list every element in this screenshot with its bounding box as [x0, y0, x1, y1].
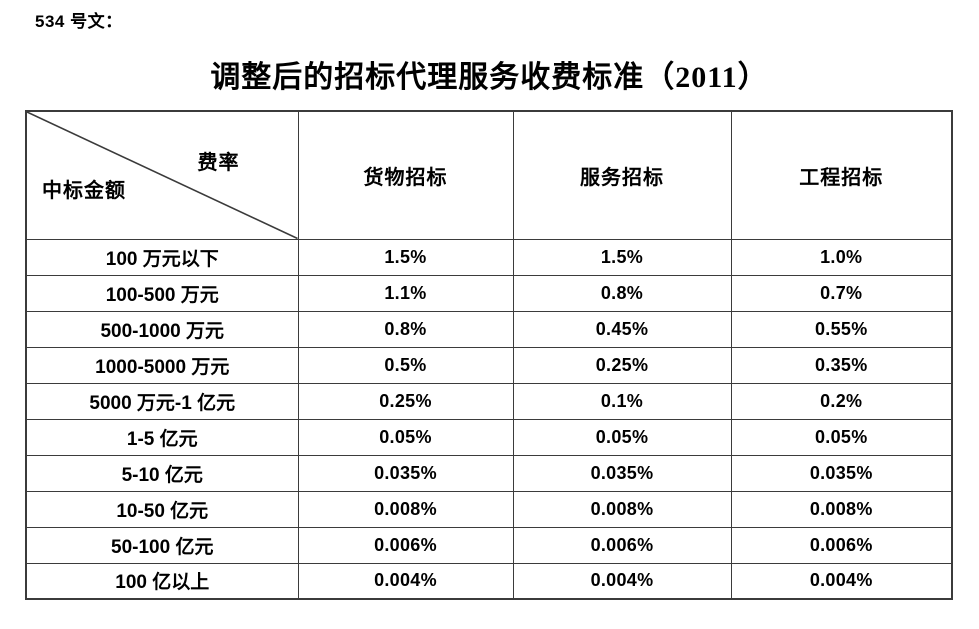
- table-row: 500-1000 万元 0.8% 0.45% 0.55%: [25, 310, 953, 348]
- rate-cell: 0.035%: [512, 454, 732, 492]
- rate-cell: 0.006%: [730, 526, 953, 564]
- amount-range-cell: 1-5 亿元: [25, 418, 299, 456]
- rate-cell: 0.8%: [297, 310, 514, 348]
- fee-table-body: 100 万元以下 1.5% 1.5% 1.0% 100-500 万元 1.1% …: [25, 238, 953, 600]
- corner-label-rate: 费率: [197, 152, 240, 174]
- fee-table: 费率 中标金额 货物招标 服务招标 工程招标 100 万元以下 1.5% 1.5…: [25, 110, 953, 600]
- column-header-service-bidding: 服务招标: [512, 110, 732, 240]
- table-row: 1000-5000 万元 0.5% 0.25% 0.35%: [25, 346, 953, 384]
- table-row: 1-5 亿元 0.05% 0.05% 0.05%: [25, 418, 953, 456]
- rate-cell: 0.008%: [512, 490, 732, 528]
- fee-table-header: 费率 中标金额 货物招标 服务招标 工程招标: [25, 110, 953, 240]
- rate-cell: 0.004%: [730, 562, 953, 600]
- amount-range-cell: 100-500 万元: [25, 274, 299, 312]
- rate-cell: 0.006%: [512, 526, 732, 564]
- page-title: 调整后的招标代理服务收费标准（2011）: [210, 61, 769, 94]
- table-row: 10-50 亿元 0.008% 0.008% 0.008%: [25, 490, 953, 528]
- doc-number-label: 534 号文：: [35, 12, 123, 31]
- rate-cell: 0.035%: [297, 454, 514, 492]
- rate-cell: 0.2%: [730, 382, 953, 420]
- column-header-engineering-bidding: 工程招标: [730, 110, 953, 240]
- rate-cell: 0.05%: [730, 418, 953, 456]
- column-header-goods-bidding: 货物招标: [297, 110, 514, 240]
- rate-cell: 1.5%: [512, 238, 732, 276]
- table-row: 5-10 亿元 0.035% 0.035% 0.035%: [25, 454, 953, 492]
- rate-cell: 0.35%: [730, 346, 953, 384]
- rate-cell: 0.035%: [730, 454, 953, 492]
- amount-range-cell: 5-10 亿元: [25, 454, 299, 492]
- corner-label-bid-amount: 中标金额: [42, 179, 126, 202]
- table-row: 100 万元以下 1.5% 1.5% 1.0%: [25, 238, 953, 276]
- diagonal-divider-line: [27, 112, 298, 239]
- rate-cell: 0.55%: [730, 310, 953, 348]
- header-row: 费率 中标金额 货物招标 服务招标 工程招标: [25, 110, 953, 240]
- amount-range-cell: 50-100 亿元: [25, 526, 299, 564]
- amount-range-cell: 100 万元以下: [25, 238, 299, 276]
- rate-cell: 0.1%: [512, 382, 732, 420]
- rate-cell: 0.05%: [297, 418, 514, 456]
- table-row: 5000 万元-1 亿元 0.25% 0.1% 0.2%: [25, 382, 953, 420]
- rate-cell: 0.7%: [730, 274, 953, 312]
- rate-cell: 0.8%: [512, 274, 732, 312]
- table-row: 50-100 亿元 0.006% 0.006% 0.006%: [25, 526, 953, 564]
- amount-range-cell: 100 亿以上: [25, 562, 299, 600]
- amount-range-cell: 10-50 亿元: [25, 490, 299, 528]
- rate-cell: 0.004%: [297, 562, 514, 600]
- amount-range-cell: 1000-5000 万元: [25, 346, 299, 384]
- rate-cell: 0.008%: [297, 490, 514, 528]
- rate-cell: 0.05%: [512, 418, 732, 456]
- rate-cell: 0.5%: [297, 346, 514, 384]
- rate-cell: 0.008%: [730, 490, 953, 528]
- rate-cell: 1.5%: [297, 238, 514, 276]
- rate-cell: 1.0%: [730, 238, 953, 276]
- rate-cell: 0.45%: [512, 310, 732, 348]
- rate-cell: 0.004%: [512, 562, 732, 600]
- table-row: 100 亿以上 0.004% 0.004% 0.004%: [25, 562, 953, 600]
- amount-range-cell: 5000 万元-1 亿元: [25, 382, 299, 420]
- amount-range-cell: 500-1000 万元: [25, 310, 299, 348]
- rate-cell: 1.1%: [297, 274, 514, 312]
- table-row: 100-500 万元 1.1% 0.8% 0.7%: [25, 274, 953, 312]
- rate-cell: 0.006%: [297, 526, 514, 564]
- rate-cell: 0.25%: [297, 382, 514, 420]
- rate-cell: 0.25%: [512, 346, 732, 384]
- diagonal-header-cell: 费率 中标金额: [25, 110, 299, 240]
